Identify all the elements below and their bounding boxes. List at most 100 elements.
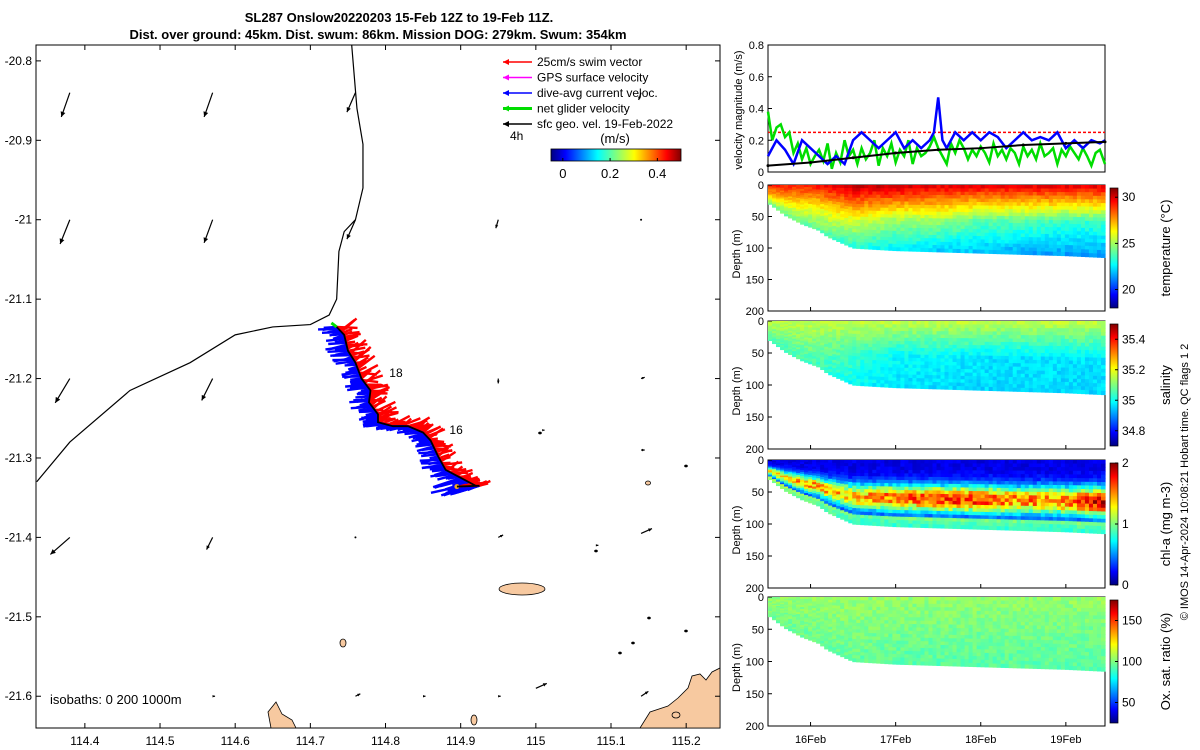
section-ylabel: Depth (m): [731, 230, 743, 279]
section-cell: [1092, 242, 1098, 247]
section-cell: [924, 361, 930, 366]
section-cell: [1016, 226, 1022, 231]
section-cell: [1076, 335, 1082, 340]
section-cell: [768, 202, 773, 204]
map-y-tick-label: -21.3: [5, 451, 33, 465]
current-vector-62: [362, 419, 379, 423]
section-cell: [916, 221, 922, 226]
section-cell: [812, 351, 817, 355]
section-cell: [1020, 226, 1026, 231]
section-cell: [1068, 252, 1074, 257]
section-cell: [804, 327, 809, 330]
section-cell: [840, 323, 845, 328]
section-cell: [828, 190, 833, 194]
section-cell: [972, 334, 978, 339]
section-cell: [960, 228, 966, 233]
section-cell: [984, 232, 990, 237]
section-cell: [1036, 230, 1042, 235]
section-cell: [1060, 335, 1066, 340]
section-cell: [932, 378, 938, 383]
section-cell: [1096, 342, 1102, 348]
section-cell: [816, 187, 821, 191]
section-cell: [768, 199, 773, 201]
section-cell: [824, 480, 829, 484]
section-cell: [936, 238, 942, 243]
section-cell: [784, 203, 789, 206]
section-cell: [1092, 361, 1098, 366]
section-cell: [860, 245, 865, 250]
geo-vector-head-22: [357, 693, 361, 697]
section-cell: [920, 234, 926, 239]
section-cell: [832, 223, 837, 227]
section-cell: [960, 218, 966, 223]
section-cell: [812, 187, 817, 190]
section-cell: [852, 469, 857, 474]
section-cell: [880, 463, 885, 468]
section-cell: [944, 185, 950, 189]
section-cell: [1040, 202, 1046, 207]
section-cell: [816, 216, 821, 220]
section-cell: [820, 321, 825, 325]
section-cell: [860, 359, 865, 364]
section-cell: [1008, 349, 1014, 354]
section-cell: [904, 520, 910, 525]
section-cell: [888, 201, 893, 206]
section-cell: [1068, 199, 1074, 204]
section-cell: [880, 373, 885, 378]
section-cell: [800, 475, 805, 479]
section-cell: [1016, 205, 1022, 210]
section-cell: [972, 208, 978, 213]
section-cell: [776, 462, 781, 465]
section-cell: [948, 487, 954, 492]
section-cell: [932, 507, 938, 512]
section-cell: [1072, 202, 1078, 207]
section-cell: [812, 462, 817, 466]
section-cell: [988, 331, 994, 336]
section-cell: [804, 466, 809, 469]
section-cell: [804, 209, 809, 212]
section-cell: [1048, 321, 1054, 326]
section-cell: [1056, 353, 1062, 358]
section-cell: [1096, 228, 1102, 233]
section-cell: [1028, 352, 1034, 357]
section-cell: [964, 222, 970, 227]
section-cell: [824, 346, 829, 350]
section-cell: [1056, 199, 1062, 204]
section-cell: [880, 230, 885, 235]
section-cell: [888, 204, 893, 209]
section-cell: [984, 508, 990, 513]
section-cell: [896, 519, 901, 524]
section-cell: [1076, 188, 1082, 193]
section-cell: [1060, 371, 1066, 376]
section-cell: [1036, 335, 1042, 340]
section-cell: [856, 501, 861, 506]
section-cell: [860, 460, 865, 464]
section-cell: [996, 327, 1002, 333]
section-cell: [952, 375, 958, 380]
section-cell: [812, 484, 817, 488]
section-cell: [824, 328, 829, 332]
section-cell: [848, 225, 853, 229]
section-cell: [944, 487, 950, 492]
section-cell: [1072, 224, 1078, 229]
section-cell: [816, 498, 821, 502]
section-cell: [816, 485, 821, 489]
section-cell: [884, 522, 889, 527]
section-cell: [800, 342, 805, 346]
section-cell: [868, 220, 873, 225]
section-cell: [880, 363, 885, 368]
section-cell: [952, 225, 958, 230]
section-cell: [900, 486, 906, 491]
section-cell: [780, 462, 785, 465]
section-cell: [1076, 357, 1082, 362]
section-cell: [768, 471, 773, 474]
section-cell: [1032, 381, 1038, 386]
section-cell: [1076, 227, 1082, 232]
section-cell: [792, 207, 797, 211]
section-cell: [768, 333, 773, 336]
section-cell: [844, 196, 849, 201]
section-cell: [936, 480, 942, 485]
swim-vector-125: [469, 478, 481, 484]
section-cell: [872, 515, 877, 520]
section-cell: [776, 324, 781, 327]
